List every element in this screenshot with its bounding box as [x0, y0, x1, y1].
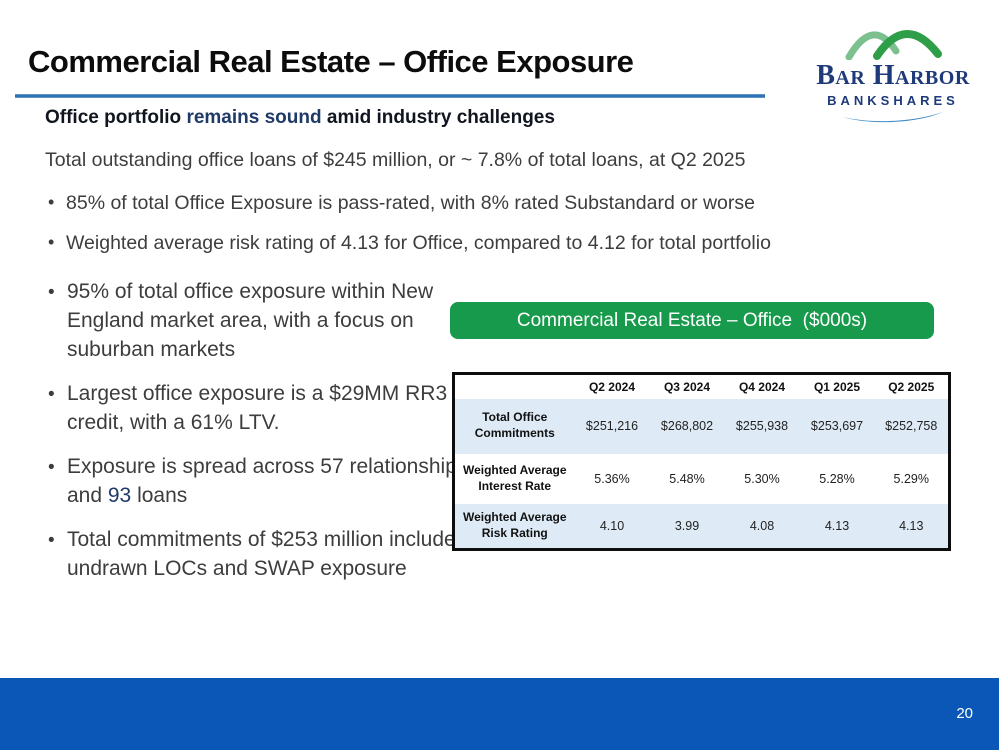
intro-text: Total outstanding office loans of $245 m… [45, 149, 746, 171]
bullet-icon: • [48, 282, 55, 303]
bullet-icon: • [48, 530, 55, 551]
bullet-icon: • [48, 457, 55, 478]
table-cell: 5.29% [893, 471, 929, 486]
logo-brand-subtitle: BANKSHARES [827, 93, 959, 108]
column-header: Q2 2024 [588, 379, 636, 394]
subheading: Office portfolio remains sound amid indu… [45, 107, 555, 129]
table-cell: 4.13 [899, 518, 924, 533]
title-divider [15, 94, 765, 98]
subheading-highlight: remains sound [186, 107, 322, 128]
table-cell: 5.36% [594, 471, 630, 486]
table-row: Total Office Commitments $251,216 $268,8… [453, 398, 950, 454]
page-title: Commercial Real Estate – Office Exposure [28, 44, 634, 79]
mountains-icon [845, 30, 942, 60]
left-bullet-list: • 95% of total office exposure within Ne… [48, 277, 473, 598]
table-cell: 4.13 [824, 518, 850, 533]
header-spacer [454, 374, 575, 399]
table-cell: 4.08 [749, 518, 775, 533]
bullet-new-england: • 95% of total office exposure within Ne… [48, 277, 473, 364]
table-cell: $268,802 [660, 419, 714, 433]
column-header: Q3 2024 [663, 379, 711, 394]
footer-bar: 20 [0, 678, 999, 750]
bullet-text: Weighted average risk rating of 4.13 for… [66, 232, 771, 254]
subheading-part1: Office portfolio [45, 107, 187, 128]
bullet-total-commitments: • Total commitments of $253 million incl… [48, 525, 473, 583]
subheading-part2: amid industry challenges [321, 107, 555, 128]
column-header: Q1 2025 [813, 379, 861, 394]
table-row: Weighted Average Risk Rating 4.10 3.99 4… [453, 503, 950, 550]
bullet-icon: • [48, 192, 55, 212]
bar-harbor-logo: Bar Harbor BANKSHARES [798, 12, 988, 125]
table-header-row: Q2 2024 Q3 2024 Q4 2024 Q1 2025 Q2 2025 [454, 374, 950, 399]
bullet-text: Exposure is spread across 57 relationshi… [67, 455, 468, 507]
table-cell: $252,758 [885, 419, 938, 433]
logo-brand-name: Bar Harbor [816, 60, 970, 91]
bullet-largest-exposure: • Largest office exposure is a $29MM RR3… [48, 379, 473, 437]
table-cell: $255,938 [735, 419, 789, 433]
row-label: Weighted Average Interest Rate [462, 462, 567, 493]
row-label: Total Office Commitments [474, 410, 555, 440]
bullet-icon: • [48, 232, 55, 252]
table-cell: 5.30% [744, 471, 780, 486]
bullet-pass-rated: • 85% of total Office Exposure is pass-r… [48, 192, 755, 215]
table-cell: $251,216 [585, 419, 639, 433]
bullet-text: 95% of total office exposure within New … [67, 280, 434, 361]
bullet-text: Largest office exposure is a $29MM RR3 c… [67, 382, 448, 434]
swoosh-icon [843, 112, 943, 123]
office-exposure-table: Q2 2024 Q3 2024 Q4 2024 Q1 2025 Q2 2025 … [452, 372, 951, 551]
table-cell: 3.99 [674, 518, 700, 533]
table-cell: $253,697 [810, 419, 864, 433]
row-label: Weighted Average Risk Rating [462, 510, 567, 540]
bullet-text: Total commitments of $253 million includ… [67, 528, 456, 580]
table-title-banner: Commercial Real Estate – Office ($000s) [450, 302, 934, 339]
column-header: Q4 2024 [738, 379, 786, 394]
table-cell: 5.28% [819, 471, 855, 486]
column-header: Q2 2025 [888, 379, 935, 394]
bullet-relationships: • Exposure is spread across 57 relations… [48, 452, 473, 510]
bullet-icon: • [48, 384, 55, 405]
page-number: 20 [956, 705, 973, 722]
table-cell: 5.48% [669, 471, 705, 486]
bullet-risk-rating: • Weighted average risk rating of 4.13 f… [48, 232, 771, 255]
table-row: Weighted Average Interest Rate 5.36% 5.4… [454, 454, 950, 504]
table-cell: 4.10 [599, 518, 625, 533]
bullet-text: 85% of total Office Exposure is pass-rat… [66, 192, 755, 214]
